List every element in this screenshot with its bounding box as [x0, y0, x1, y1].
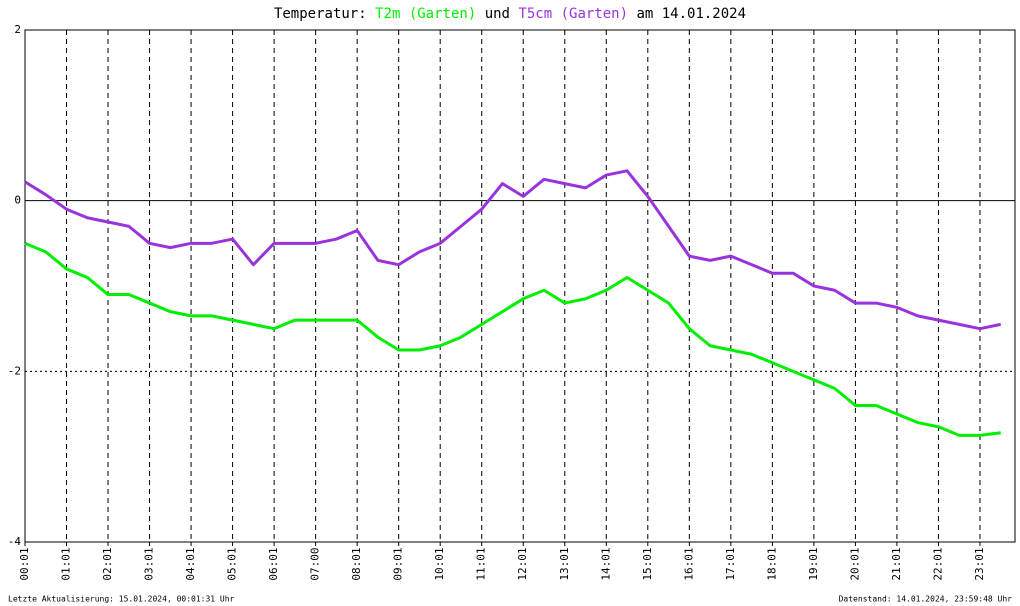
y-tick-label: -4 — [8, 535, 22, 548]
x-tick-label: 01:01 — [60, 547, 73, 580]
chart-title: Temperatur: T2m (Garten) und T5cm (Garte… — [274, 6, 746, 22]
x-tick-label: 17:01 — [724, 547, 737, 580]
title-suffix: am 14.01.2024 — [636, 6, 746, 22]
x-tick-label: 11:01 — [475, 547, 488, 580]
y-tick-label: 2 — [14, 23, 21, 36]
legend-entry: T2m (Garten) — [375, 6, 476, 22]
x-tick-label: 10:01 — [433, 547, 446, 580]
x-tick-label: 14:01 — [599, 547, 612, 580]
x-tick-label: 05:01 — [226, 547, 239, 580]
x-tick-label: 23:01 — [973, 547, 986, 580]
series-line — [24, 241, 1001, 437]
x-tick-label: 19:01 — [807, 547, 820, 580]
x-tick-label: 02:01 — [101, 547, 114, 580]
x-tick-label: 20:01 — [848, 547, 861, 580]
y-tick-label: -2 — [8, 364, 21, 377]
x-tick-label: 07:00 — [309, 547, 322, 580]
footer-left: Letzte Aktualisierung: 15.01.2024, 00:01… — [8, 595, 235, 604]
x-tick-label: 00:01 — [18, 547, 31, 580]
title-prefix: Temperatur: — [274, 6, 367, 22]
x-tick-label: 08:01 — [350, 547, 363, 580]
y-tick-label: 0 — [14, 194, 21, 207]
x-tick-label: 15:01 — [641, 547, 654, 580]
x-tick-label: 06:01 — [267, 547, 280, 580]
legend-entry: T5cm (Garten) — [518, 6, 628, 22]
series-line — [24, 169, 1002, 331]
x-tick-label: 03:01 — [143, 547, 156, 580]
x-tick-label: 13:01 — [558, 547, 571, 580]
x-tick-label: 22:01 — [931, 547, 944, 580]
x-tick-label: 04:01 — [184, 547, 197, 580]
x-tick-label: 12:01 — [516, 547, 529, 580]
x-tick-label: 09:01 — [392, 547, 405, 580]
x-tick-label: 21:01 — [890, 547, 903, 580]
title-conjunction: und — [485, 6, 510, 22]
x-tick-label: 16:01 — [682, 547, 695, 580]
x-tick-label: 18:01 — [765, 547, 778, 580]
footer-right: Datenstand: 14.01.2024, 23:59:48 Uhr — [839, 595, 1013, 604]
